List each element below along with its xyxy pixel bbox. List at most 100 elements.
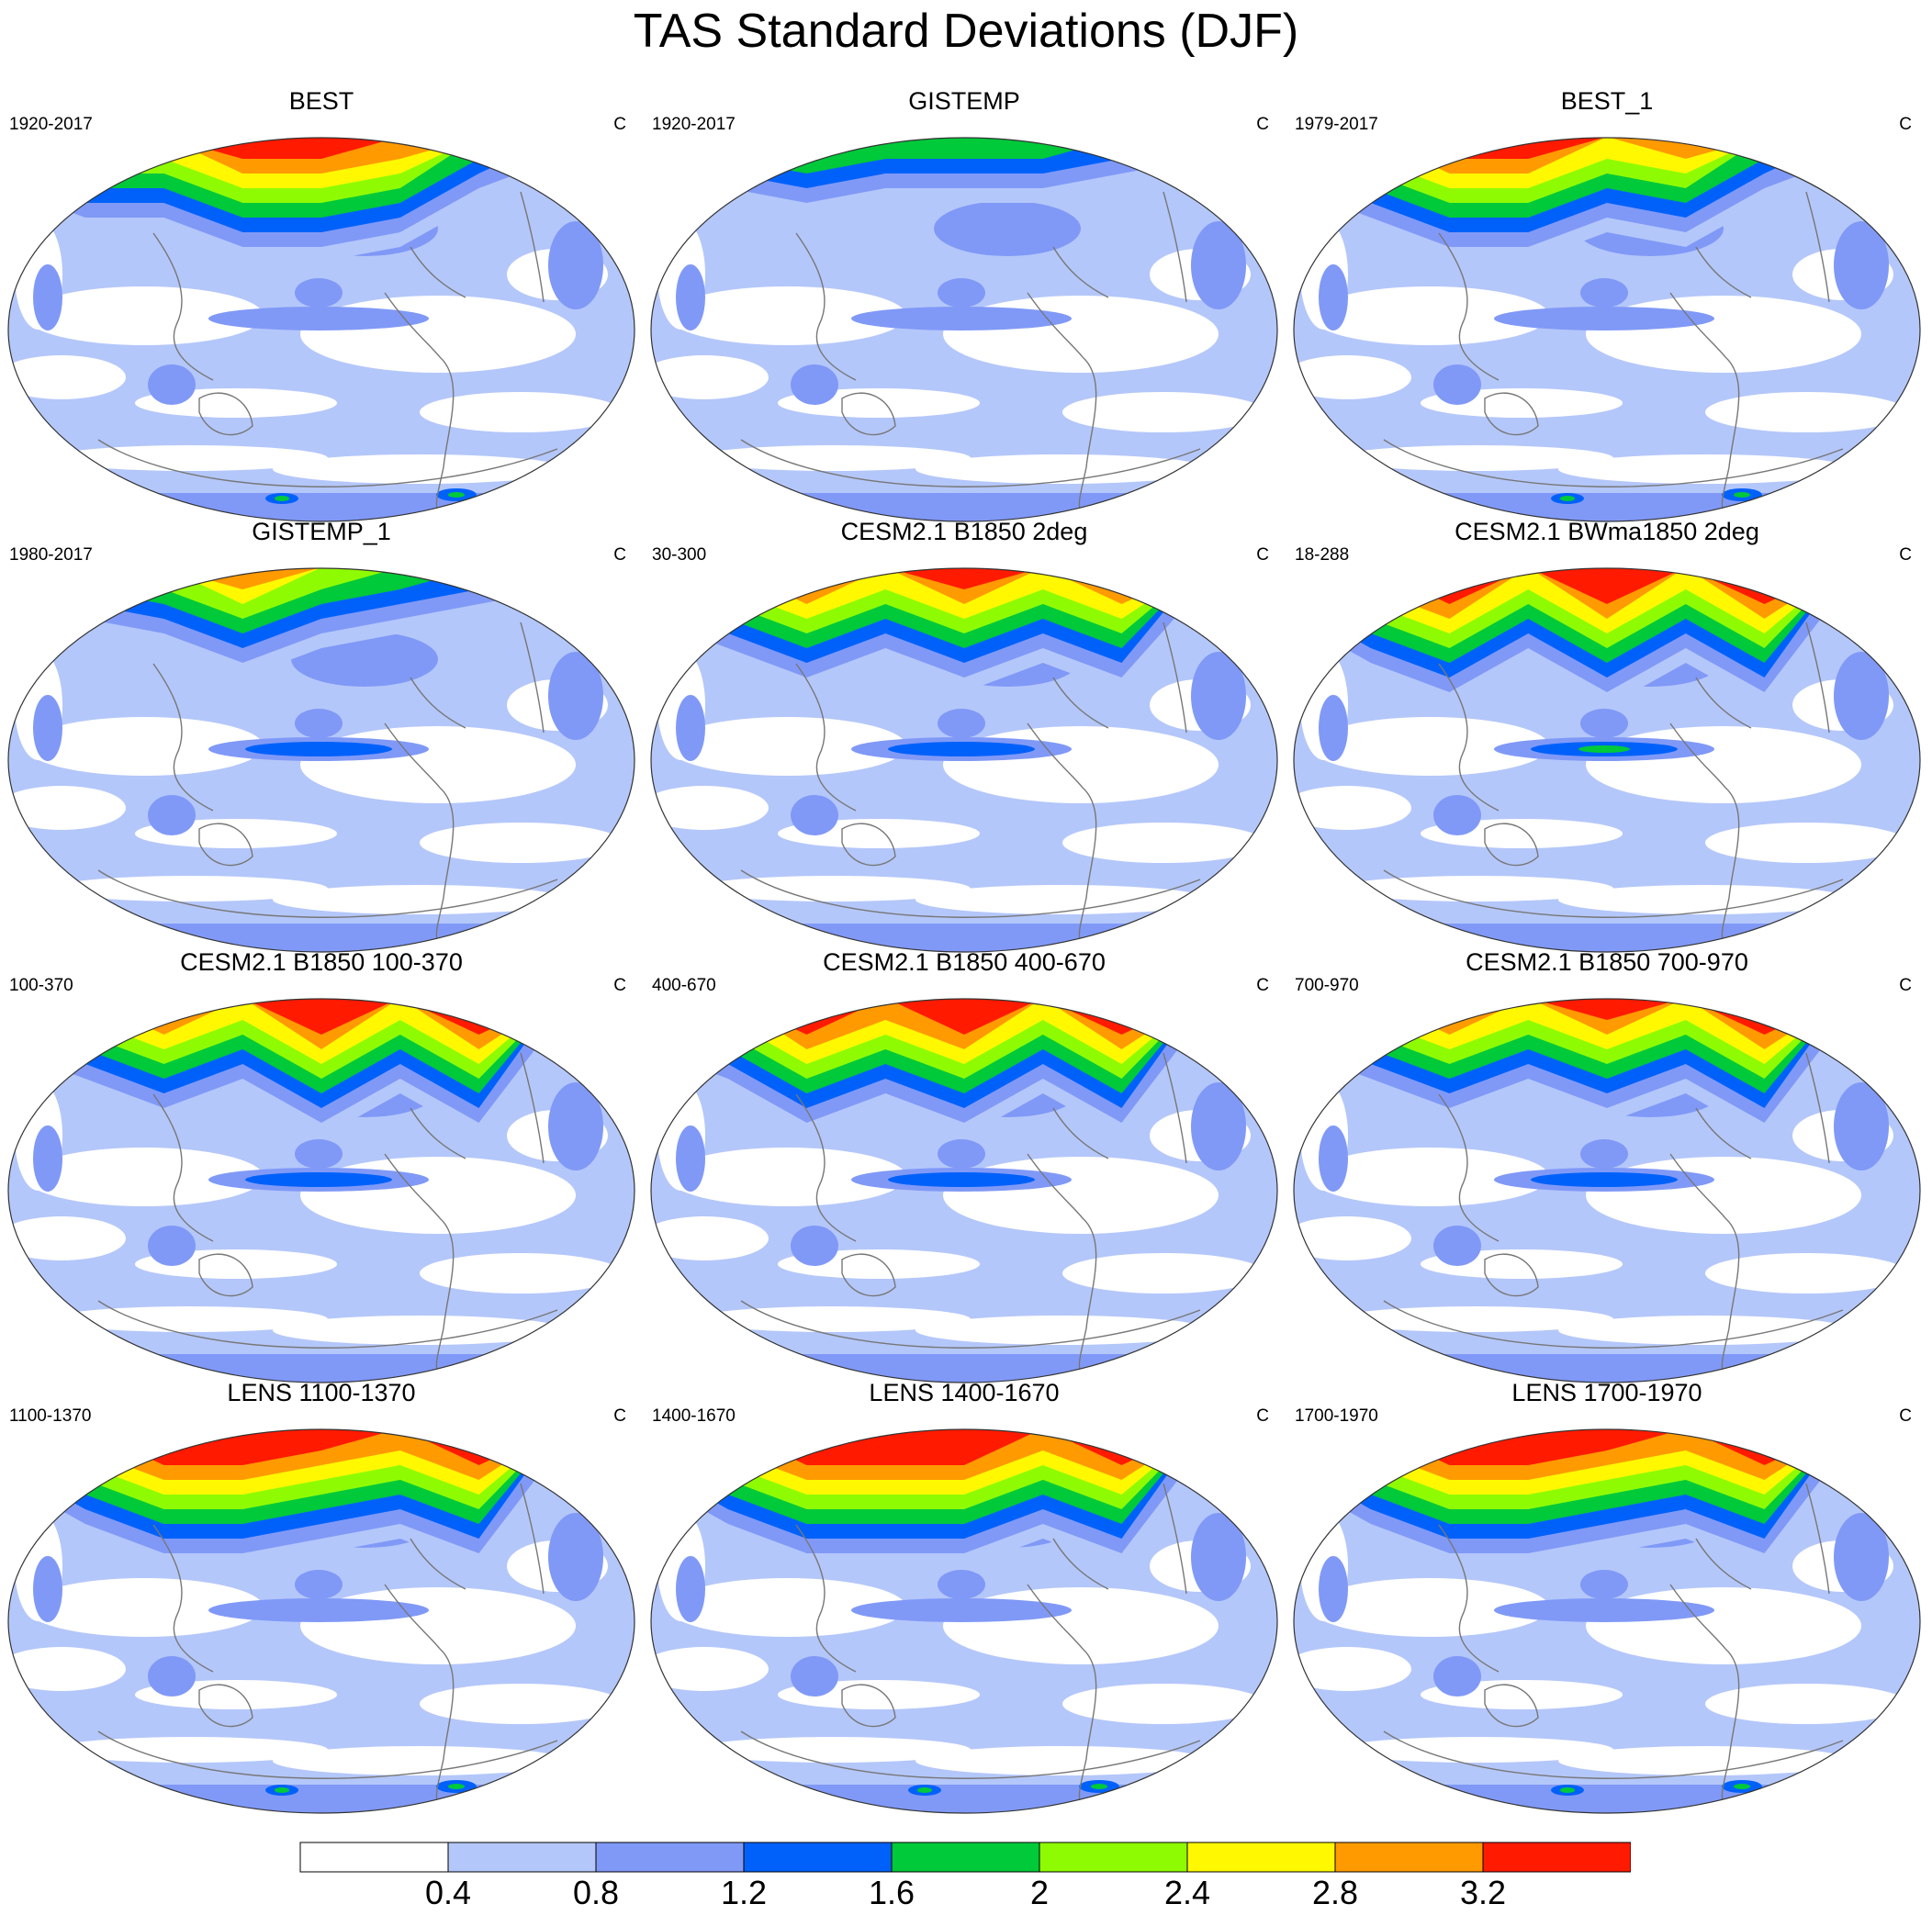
field-low-zone	[420, 1253, 622, 1293]
field-low-zone	[25, 286, 264, 345]
field-low-zone	[1705, 1253, 1907, 1293]
arctic-contour-8	[651, 1429, 1277, 1465]
coastline	[1805, 622, 1830, 734]
colorbar-tick-label: 2	[1029, 1874, 1050, 1911]
coastline	[520, 191, 545, 303]
map-outline	[650, 1428, 1278, 1814]
panel-title: BEST	[288, 87, 354, 115]
field-mid-zone	[676, 1125, 705, 1192]
robinson-map	[1293, 137, 1921, 522]
field-low-zone	[668, 1578, 906, 1637]
coastline	[384, 292, 455, 512]
coastline	[1438, 1524, 1500, 1673]
coastline	[1027, 1153, 1097, 1373]
antarctic-spot	[275, 496, 289, 501]
coastline	[1695, 677, 1752, 729]
coastline	[1669, 292, 1740, 512]
arctic-contour-8	[8, 138, 635, 159]
field-low-zone	[1558, 885, 1852, 914]
field-low-zone	[8, 786, 126, 830]
map-panel: GISTEMP 1920-2017 C	[643, 86, 1286, 522]
colorbar-tick-label: 2.8	[1311, 1874, 1359, 1911]
coastline	[1484, 392, 1539, 436]
map-panel: LENS 1100-1370 1100-1370 C	[0, 1378, 643, 1814]
map-panel: CESM2.1 BWma1850 2deg 18-288 C	[1286, 517, 1928, 953]
field-low-zone	[668, 717, 906, 776]
coastline	[520, 1052, 545, 1164]
panel-period: 1979-2017	[1295, 115, 1378, 134]
field-mid-zone	[1191, 221, 1246, 309]
enso-band	[1494, 1598, 1714, 1622]
field-mid-zone	[148, 1656, 196, 1697]
coastline	[1695, 246, 1752, 298]
panel-units: C	[1899, 545, 1912, 565]
colorbar-box	[299, 1842, 449, 1873]
coastline	[795, 1524, 857, 1673]
panel-title: LENS 1400-1670	[869, 1379, 1060, 1406]
coastline	[841, 392, 896, 436]
arctic-contour-8	[651, 999, 1277, 1035]
map-panel: BEST 1920-2017 C	[0, 86, 643, 522]
coastline	[1695, 1107, 1752, 1159]
panel-units: C	[1899, 976, 1912, 995]
panel-title: CESM2.1 B1850 2deg	[840, 518, 1088, 545]
field-mid-zone	[1433, 1226, 1481, 1266]
panel-units: C	[1256, 545, 1269, 565]
coastline	[1383, 439, 1844, 487]
antarctic-spot	[448, 1784, 465, 1789]
coastline	[198, 392, 253, 436]
coastline	[740, 869, 1201, 918]
enso-band	[851, 307, 1072, 330]
enso-band	[208, 1598, 429, 1622]
panel-units: C	[613, 976, 626, 995]
field-mid-zone	[1580, 709, 1628, 738]
colorbar-box	[1186, 1842, 1336, 1873]
robinson-map	[650, 998, 1278, 1383]
coastline	[1163, 1052, 1187, 1164]
antarctic-band	[8, 1785, 635, 1813]
field-low-zone	[915, 1316, 1209, 1345]
map-panel: CESM2.1 B1850 2deg 30-300 C	[643, 517, 1286, 953]
enso-band	[1494, 307, 1714, 330]
panel-units: C	[613, 115, 626, 134]
panel-period: 18-288	[1295, 545, 1350, 565]
enso-core	[245, 1172, 392, 1187]
coastline	[97, 1730, 558, 1779]
field-low-zone	[25, 1148, 264, 1206]
field-mid-zone	[1433, 1656, 1481, 1697]
field-low-zone	[420, 392, 622, 432]
map-outline	[7, 998, 635, 1383]
map-panel: CESM2.1 B1850 700-970 700-970 C	[1286, 947, 1928, 1383]
panel-title: CESM2.1 B1850 100-370	[180, 948, 463, 976]
colorbar-tick-label: 1.6	[868, 1874, 915, 1911]
panel-units: C	[1899, 115, 1912, 134]
colorbar	[299, 1842, 1631, 1873]
panel-title: GISTEMP_1	[252, 518, 391, 545]
arctic-contour-8	[8, 999, 635, 1035]
antarctic-spot	[1734, 492, 1750, 498]
field-mid-zone	[934, 201, 1081, 256]
field-low-zone	[1062, 392, 1264, 432]
panel-units: C	[1256, 976, 1269, 995]
field-low-zone	[1062, 1253, 1264, 1293]
antarctic-spot	[1091, 1784, 1107, 1789]
field-low-zone	[1310, 1578, 1549, 1637]
field-mid-zone	[676, 1556, 705, 1622]
field-low-zone	[1705, 392, 1907, 432]
field-low-zone	[651, 786, 769, 830]
field-low-zone	[651, 1647, 769, 1691]
coastline	[1669, 1153, 1740, 1373]
map-outline	[1293, 998, 1921, 1383]
antarctic-spot	[1734, 1784, 1750, 1789]
enso-core	[888, 742, 1035, 756]
coastline	[410, 677, 466, 729]
robinson-map	[7, 998, 635, 1383]
coastline	[1383, 869, 1844, 918]
map-outline	[7, 137, 635, 522]
field-mid-zone	[676, 695, 705, 761]
coastline	[1484, 1684, 1539, 1728]
field-low-zone	[915, 1746, 1209, 1775]
field-mid-zone	[548, 1082, 603, 1170]
field-low-zone	[1294, 1647, 1411, 1691]
enso-core	[888, 1172, 1035, 1187]
